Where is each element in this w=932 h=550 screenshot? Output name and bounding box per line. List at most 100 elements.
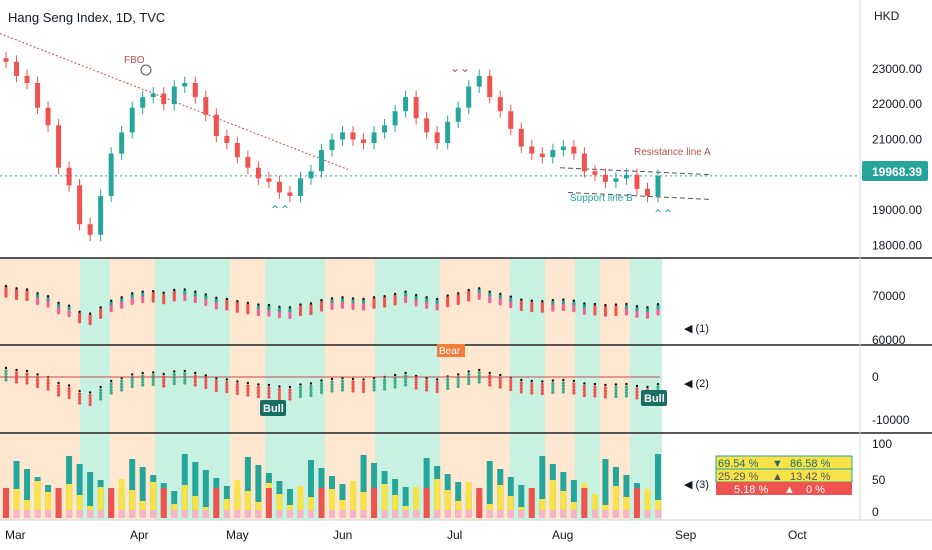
p3-bar-yellow [560,491,567,518]
p3-bar-red [655,510,661,518]
candle-body [487,75,493,98]
ribbon2-dot [235,388,239,393]
p3-bar-red [108,488,115,518]
ribbon2-dot [498,379,502,383]
p3-bar-red [55,488,62,518]
ribbon2-top-dot [625,382,628,386]
ribbon2-dot [4,372,8,376]
bull-tag-1 [260,400,286,416]
ribbon2-dot [225,380,229,385]
ribbon2-dot [488,380,492,384]
ribbon-dot [309,311,313,316]
p3-bar-red [87,510,94,518]
candle-body [581,153,587,172]
ribbon2-dot [288,388,292,392]
p3-bar-red [318,488,325,518]
pane-band [155,259,230,345]
ribbon-dot [624,312,629,316]
ribbon-dot [235,309,239,313]
pane-band [510,434,545,520]
ribbon-dot [56,311,61,315]
ribbon2-dot [635,396,639,400]
candle-body [45,107,51,126]
ribbon-dot [656,312,660,316]
candle-body [77,185,83,225]
p3-bar-teal [307,460,314,518]
ribbon2-dot [67,395,71,400]
ribbon2-dot [414,386,418,390]
ribbon-top-dot [246,301,250,305]
ribbon2-top-dot [362,378,365,381]
pane-band [80,259,110,345]
ribbon2-dot [56,387,61,391]
candle-body [350,132,356,140]
ribbon-dot [172,298,176,302]
ribbon2-dot [414,377,418,381]
ribbon2-top-dot [162,372,165,376]
ribbon-dot [35,301,40,305]
ribbon2-dot [456,378,460,383]
p3-bar-red [507,510,514,518]
legend-cell: 86.58 % [790,458,831,470]
ribbon2-dot [183,381,187,385]
p3-bar-red [150,510,157,518]
ribbon2-dot [414,380,418,384]
ribbon2-dot [193,377,197,381]
ribbon2-dot [141,377,145,381]
ribbon2-dot [204,379,208,384]
ribbon2-top-dot [656,382,660,386]
ribbon-top-dot [635,305,639,308]
p3-bar-yellow [97,487,104,518]
ribbon-top-dot [551,298,555,302]
candle-body [424,118,430,133]
ribbon2-dot [382,387,387,391]
pane-band [510,259,545,345]
ribbon-top-dot [372,296,376,299]
ribbon2-dot [382,384,387,388]
p3-bar-red [160,488,167,518]
p3-bar-red [434,510,441,518]
ribbon2-top-dot [78,389,81,393]
ribbon-dot [130,301,134,305]
pane-band [265,346,325,433]
ribbon2-dot [277,390,282,395]
p3-bar-red [392,510,399,518]
pane-band [265,434,325,520]
p3-bar-yellow [434,479,441,518]
ribbon2-dot [172,378,176,383]
ribbon-dot [288,315,292,319]
p3-bar-yellow [392,495,399,518]
p3-bar-yellow [139,501,146,518]
p3-bar-yellow [24,500,31,518]
ribbon-top-dot [530,299,534,302]
ribbon-dot [67,314,71,318]
time-tick-label: Aug [552,528,573,542]
p3-bar-red [602,510,609,518]
ribbon2-dot [162,378,166,382]
candle-body [560,146,566,151]
ribbon2-dot [624,394,629,398]
ribbon2-top-dot [520,378,523,382]
ribbon2-dot [603,389,608,393]
p3-bar-yellow [507,496,514,518]
ribbon2-dot [404,380,408,384]
ribbon-top-dot [162,291,165,294]
chart-title: Hang Seng Index, 1D, TVC [8,10,165,25]
ribbon2-top-dot [194,371,197,375]
ribbon-top-dot [46,294,50,298]
ribbon2-top-dot [25,369,29,373]
ribbon2-dot [14,380,19,384]
ribbon-top-dot [130,292,134,295]
ribbon2-dot [109,382,113,386]
pane-band [80,434,110,520]
ribbon2-dot [193,380,197,384]
ribbon2-dot [246,384,250,388]
candle-body [87,224,93,235]
ribbon2-dot [624,388,629,392]
ribbon2-dot [267,392,271,396]
pane2-label: ◀ (2) [684,378,709,390]
ribbon2-dot [614,394,618,399]
ribbon2-dot [551,381,555,386]
ribbon-top-dot [646,306,649,309]
ribbon-dot [267,313,271,317]
